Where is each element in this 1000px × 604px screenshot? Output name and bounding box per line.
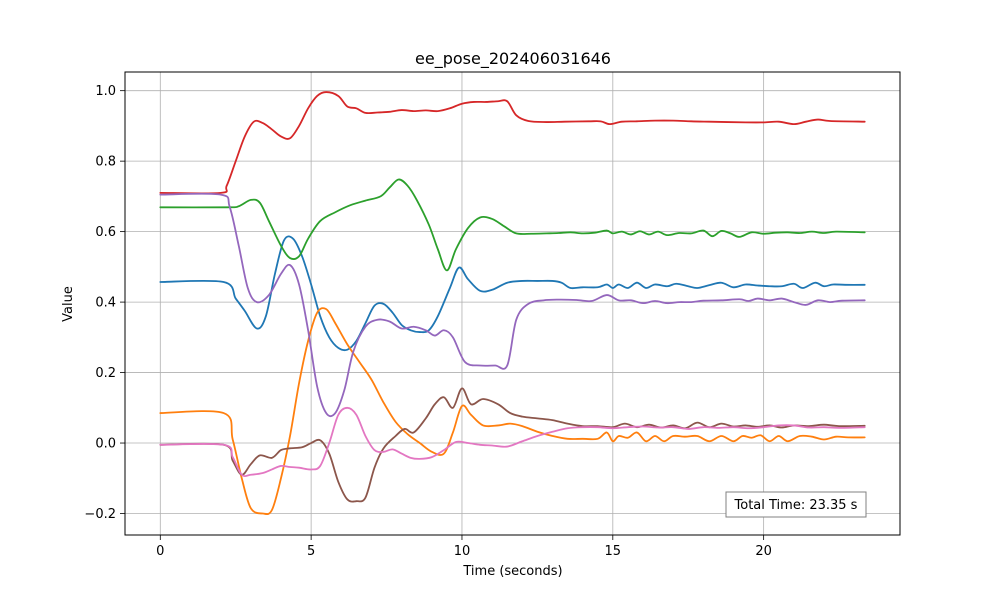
y-axis-label: Value	[61, 286, 76, 322]
annotation-box	[725, 491, 867, 518]
series-line-3	[159, 178, 866, 272]
series-line-5	[159, 192, 866, 418]
x-tick-label: 5	[307, 544, 315, 559]
x-axis-label: Time (seconds)	[462, 564, 562, 579]
total-time-annotation: Total Time: 23.35 s	[725, 491, 867, 518]
y-tick-label: 0.2	[95, 366, 116, 381]
x-tick-label: 10	[454, 544, 471, 559]
x-tick-label: 15	[605, 544, 622, 559]
chart-title: ee_pose_202406031646	[415, 49, 611, 69]
y-tick-label: 0.4	[95, 296, 116, 311]
y-tick-label: 0.6	[95, 225, 116, 240]
y-tick-label: 0.8	[95, 155, 116, 170]
y-tick-label: −0.2	[84, 507, 116, 522]
y-tick-label: 0.0	[95, 437, 116, 452]
y-tick-label: 1.0	[95, 84, 116, 99]
series-line-6	[159, 387, 866, 503]
axis-ticks: 0 5 10 15 20 −0.2 0.0 0.2 0.4 0.6 0.8 1.0	[84, 84, 771, 559]
series-lines	[159, 91, 866, 515]
series-line-2	[159, 307, 866, 515]
series-line-1	[159, 235, 866, 352]
annotation-text: Total Time: 23.35 s	[734, 498, 858, 513]
plot-frame	[124, 71, 901, 536]
series-line-4	[159, 91, 866, 195]
series-line-7	[159, 406, 866, 478]
x-tick-label: 20	[755, 544, 772, 559]
x-tick-label: 0	[156, 544, 164, 559]
